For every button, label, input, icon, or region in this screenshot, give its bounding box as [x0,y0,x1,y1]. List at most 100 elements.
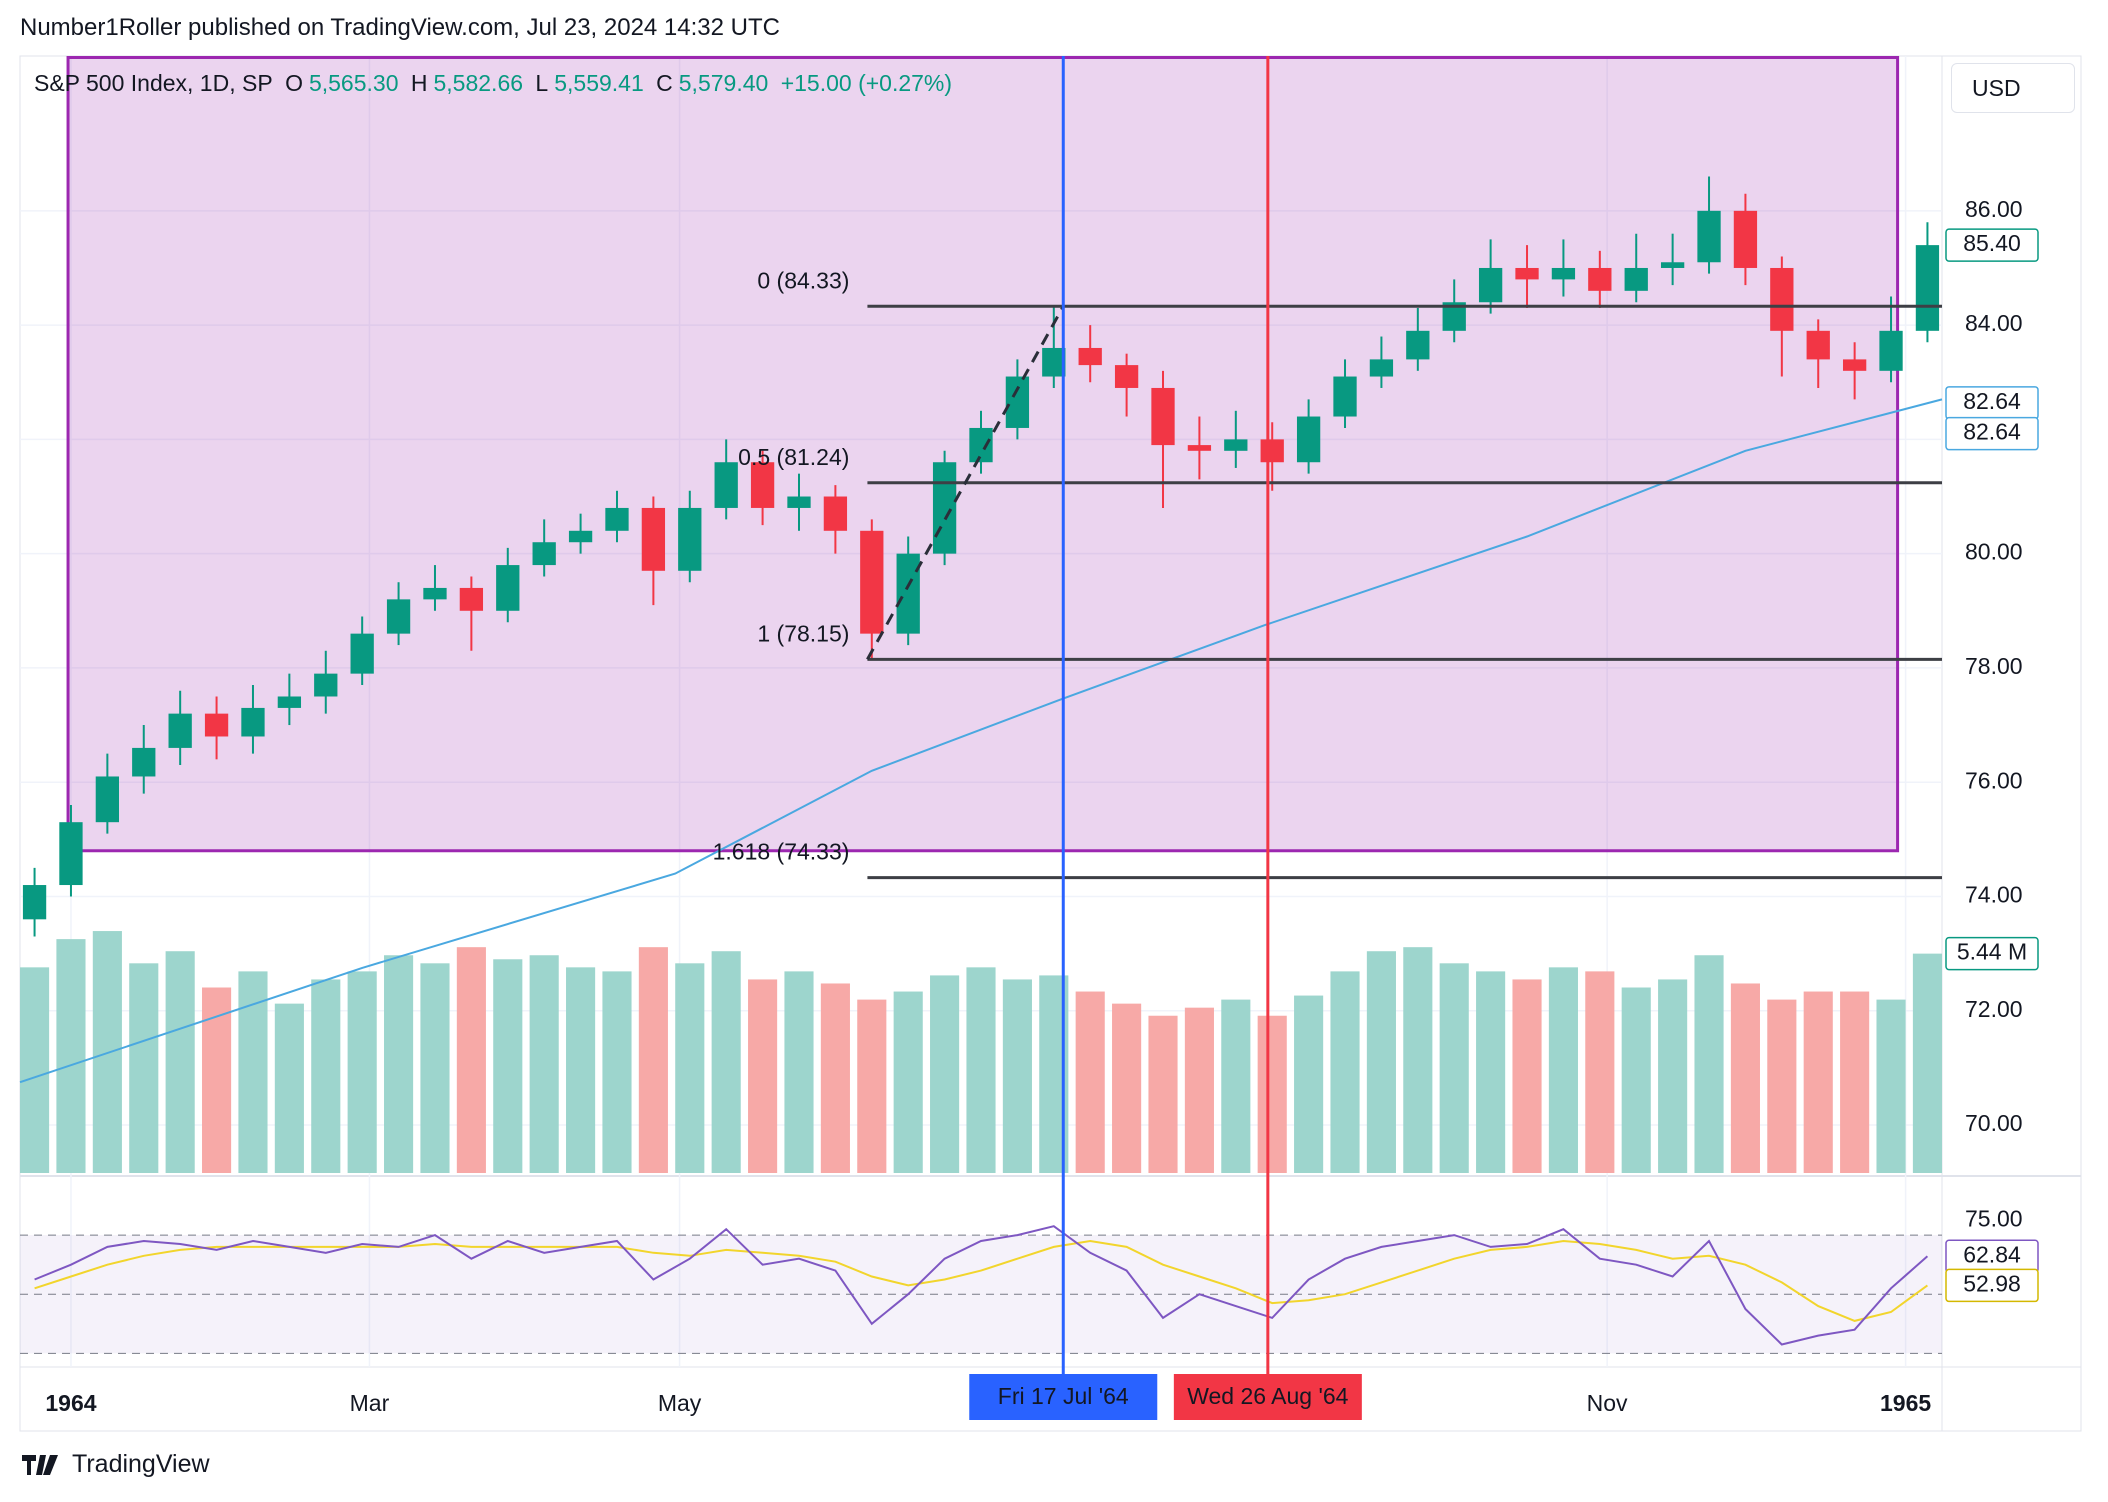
price-label: 5.44 M [1957,939,2027,965]
volume-bar [820,983,850,1173]
volume-bar [602,971,632,1173]
candle-body [896,553,920,634]
candle-body [1224,439,1248,451]
open-key: O [285,70,303,96]
x-tick-label: 1965 [1880,1390,1931,1416]
volume-bar [1730,983,1760,1173]
volume-bar [638,947,668,1173]
marker-label-box [969,1374,1158,1420]
volume-bar [1803,991,1833,1173]
candle-body [860,530,884,634]
price-label-box [1945,416,2039,451]
volume-bar [384,955,414,1173]
candle-body [1005,376,1030,428]
candle-body [787,496,811,508]
volume-bar [274,1003,304,1173]
volume-bar [1694,955,1724,1173]
candle-body [532,542,556,566]
volume-bar [1330,971,1360,1173]
candle-body [1806,330,1830,360]
candle-body [204,713,229,737]
low-key: L [535,70,549,96]
volume-bar [129,963,159,1173]
currency-button[interactable]: USD [1951,63,2075,113]
volume-bar [1439,963,1469,1173]
low: 5,559.41 [554,70,644,96]
volume-bar [966,967,996,1173]
candle-body [132,747,156,777]
volume-bar [1184,1007,1214,1173]
candle-body [1478,267,1503,303]
candle-body [969,427,993,463]
volume-bar [529,955,559,1173]
candle-body [241,707,265,737]
volume-bar [1876,999,1906,1173]
volume-bar [56,939,86,1173]
candle-body [168,713,192,748]
price-label-box [1945,936,2039,971]
candle-body [277,696,302,708]
candle-body [1260,439,1284,463]
x-tick-label: 1964 [45,1390,96,1416]
candle-body [59,822,83,886]
rsi-band [20,1235,1942,1354]
volume-bar [711,951,741,1173]
x-tick-label: May [658,1390,702,1416]
volume-bar [1148,1015,1178,1173]
candle-body [1660,262,1685,268]
candle-body [1369,359,1394,377]
candle-body [314,673,338,697]
volume-bar [1548,967,1578,1173]
volume-bar [675,963,705,1173]
y-tick-label: 72.00 [1965,996,2023,1022]
candle-body [1333,376,1357,417]
volume-bar [1294,995,1324,1173]
candle-body [678,507,702,571]
volume-bar [420,963,450,1173]
volume-bar [202,987,232,1173]
volume-bar [1403,947,1433,1173]
candle-body [350,633,374,674]
close-key: C [656,70,673,96]
volume-bar [1112,1003,1142,1173]
candle-body [750,462,775,508]
candle-body [1187,445,1212,451]
candle-body [386,599,411,634]
volume-bar [1002,979,1032,1173]
volume-bar [1912,953,1942,1173]
candle-body [1078,347,1102,366]
candle-body [1842,359,1867,371]
volume-bar [893,991,923,1173]
candle-body [823,496,848,531]
volume-bar [1366,951,1396,1173]
volume-bar [1221,999,1251,1173]
volume-bar [165,951,195,1173]
candle-body [568,530,593,543]
candle-body [641,507,666,571]
moving-average [19,398,1943,1084]
volume-bar [1621,987,1651,1173]
volume-bar [493,959,523,1173]
price-label: 85.40 [1963,230,2021,256]
x-tick-label: Nov [1587,1390,1628,1416]
marker-label: Fri 17 Jul '64 [998,1383,1129,1409]
candle-body [1406,330,1430,360]
candle-body [1624,267,1648,291]
candle-body [1296,416,1321,463]
candle-body [1151,387,1175,446]
candle-body [459,587,484,611]
fib-label: 0.5 (81.24) [738,444,849,470]
rsi-tick-label: 75.00 [1965,1205,2023,1231]
logo [22,1454,58,1475]
candle-body [1733,210,1758,268]
candle-body [1551,267,1576,280]
volume-bar [1658,979,1688,1173]
open: 5,565.30 [308,70,399,96]
fib-label: 1 (78.15) [757,620,849,646]
volume-bar [1512,979,1542,1173]
price-label-box [1945,228,2039,262]
footer: TradingView [20,1450,210,1479]
candle-body [496,565,520,611]
candle-body [1114,365,1139,388]
